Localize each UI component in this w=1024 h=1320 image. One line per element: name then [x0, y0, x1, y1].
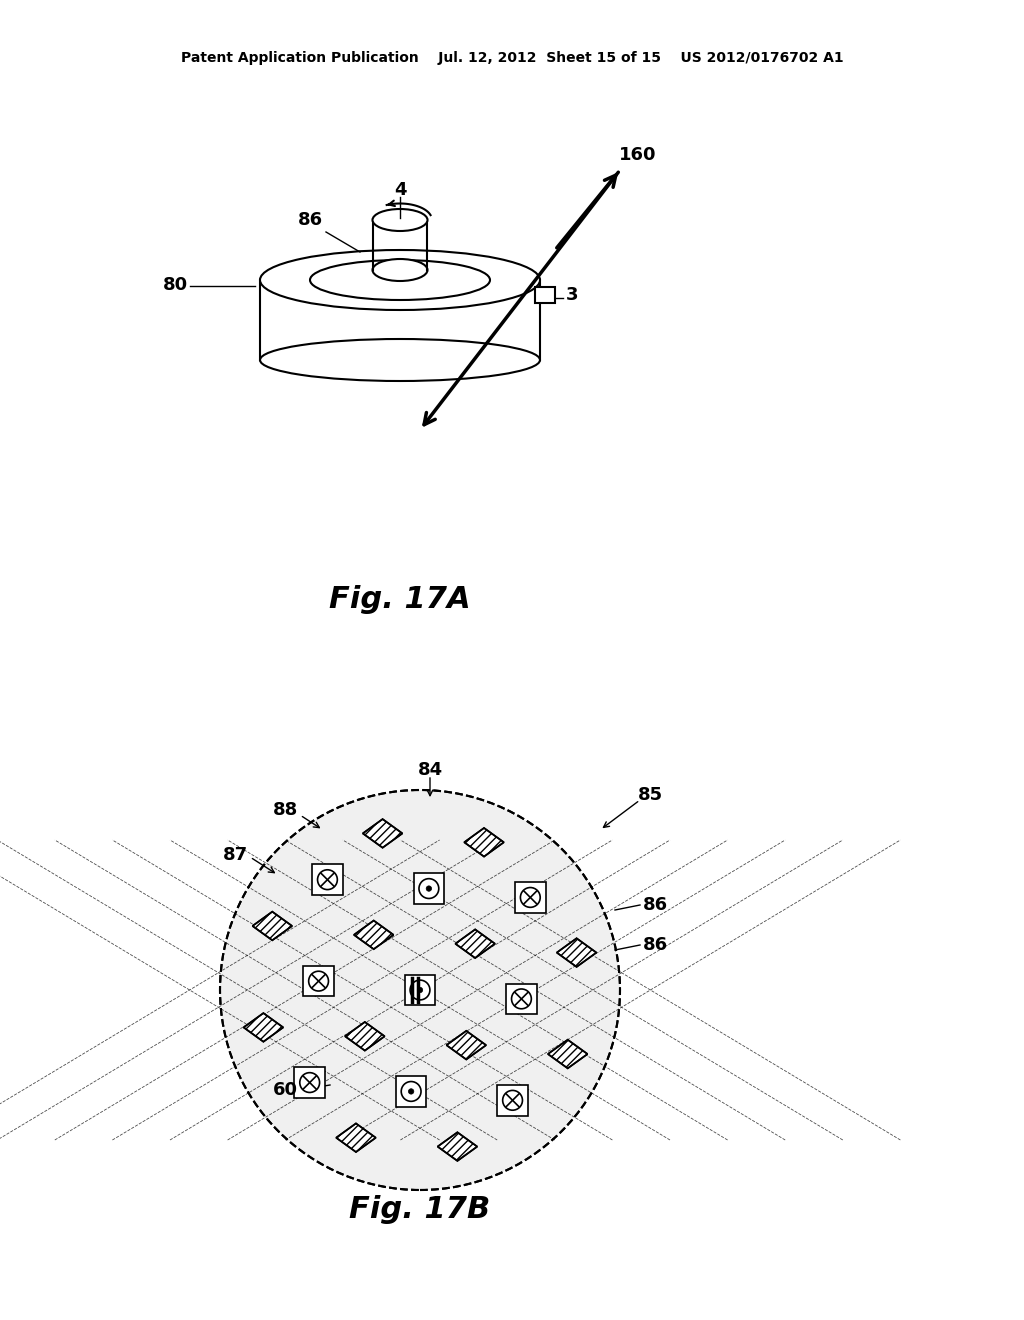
Polygon shape	[312, 865, 343, 895]
Ellipse shape	[373, 259, 427, 281]
Circle shape	[220, 789, 620, 1191]
Text: 160: 160	[620, 147, 656, 164]
Polygon shape	[396, 1076, 426, 1106]
Polygon shape	[437, 1133, 477, 1160]
Ellipse shape	[373, 209, 427, 231]
Text: 86: 86	[297, 211, 323, 228]
Polygon shape	[414, 874, 444, 904]
Text: 87: 87	[222, 846, 248, 865]
Ellipse shape	[260, 249, 540, 310]
Text: 85: 85	[637, 785, 663, 804]
Polygon shape	[345, 1022, 385, 1051]
Text: 86: 86	[642, 896, 668, 913]
Polygon shape	[498, 1085, 527, 1115]
Circle shape	[409, 1089, 414, 1094]
Text: 84: 84	[418, 762, 442, 779]
Text: 88: 88	[272, 801, 298, 818]
Polygon shape	[456, 929, 495, 958]
Circle shape	[426, 886, 431, 891]
Polygon shape	[253, 912, 292, 940]
Text: Fig. 17B: Fig. 17B	[349, 1196, 490, 1225]
Polygon shape	[362, 820, 402, 847]
Polygon shape	[548, 1040, 588, 1068]
Polygon shape	[446, 1031, 486, 1060]
Ellipse shape	[310, 260, 490, 300]
Polygon shape	[506, 983, 537, 1014]
Text: Fig. 17A: Fig. 17A	[329, 586, 471, 615]
Text: 86: 86	[642, 936, 668, 954]
Bar	[535, 286, 555, 304]
Polygon shape	[557, 939, 596, 966]
Polygon shape	[354, 920, 393, 949]
Circle shape	[418, 987, 423, 993]
Text: 60: 60	[272, 1081, 298, 1100]
Polygon shape	[515, 882, 546, 912]
Text: 3: 3	[565, 286, 579, 304]
Polygon shape	[303, 966, 334, 997]
Polygon shape	[336, 1123, 376, 1152]
Text: Patent Application Publication    Jul. 12, 2012  Sheet 15 of 15    US 2012/01767: Patent Application Publication Jul. 12, …	[180, 51, 844, 65]
Polygon shape	[294, 1068, 325, 1098]
Polygon shape	[244, 1014, 284, 1041]
Text: 80: 80	[163, 276, 187, 294]
Polygon shape	[404, 974, 435, 1006]
Text: 4: 4	[394, 181, 407, 199]
Polygon shape	[464, 828, 504, 857]
